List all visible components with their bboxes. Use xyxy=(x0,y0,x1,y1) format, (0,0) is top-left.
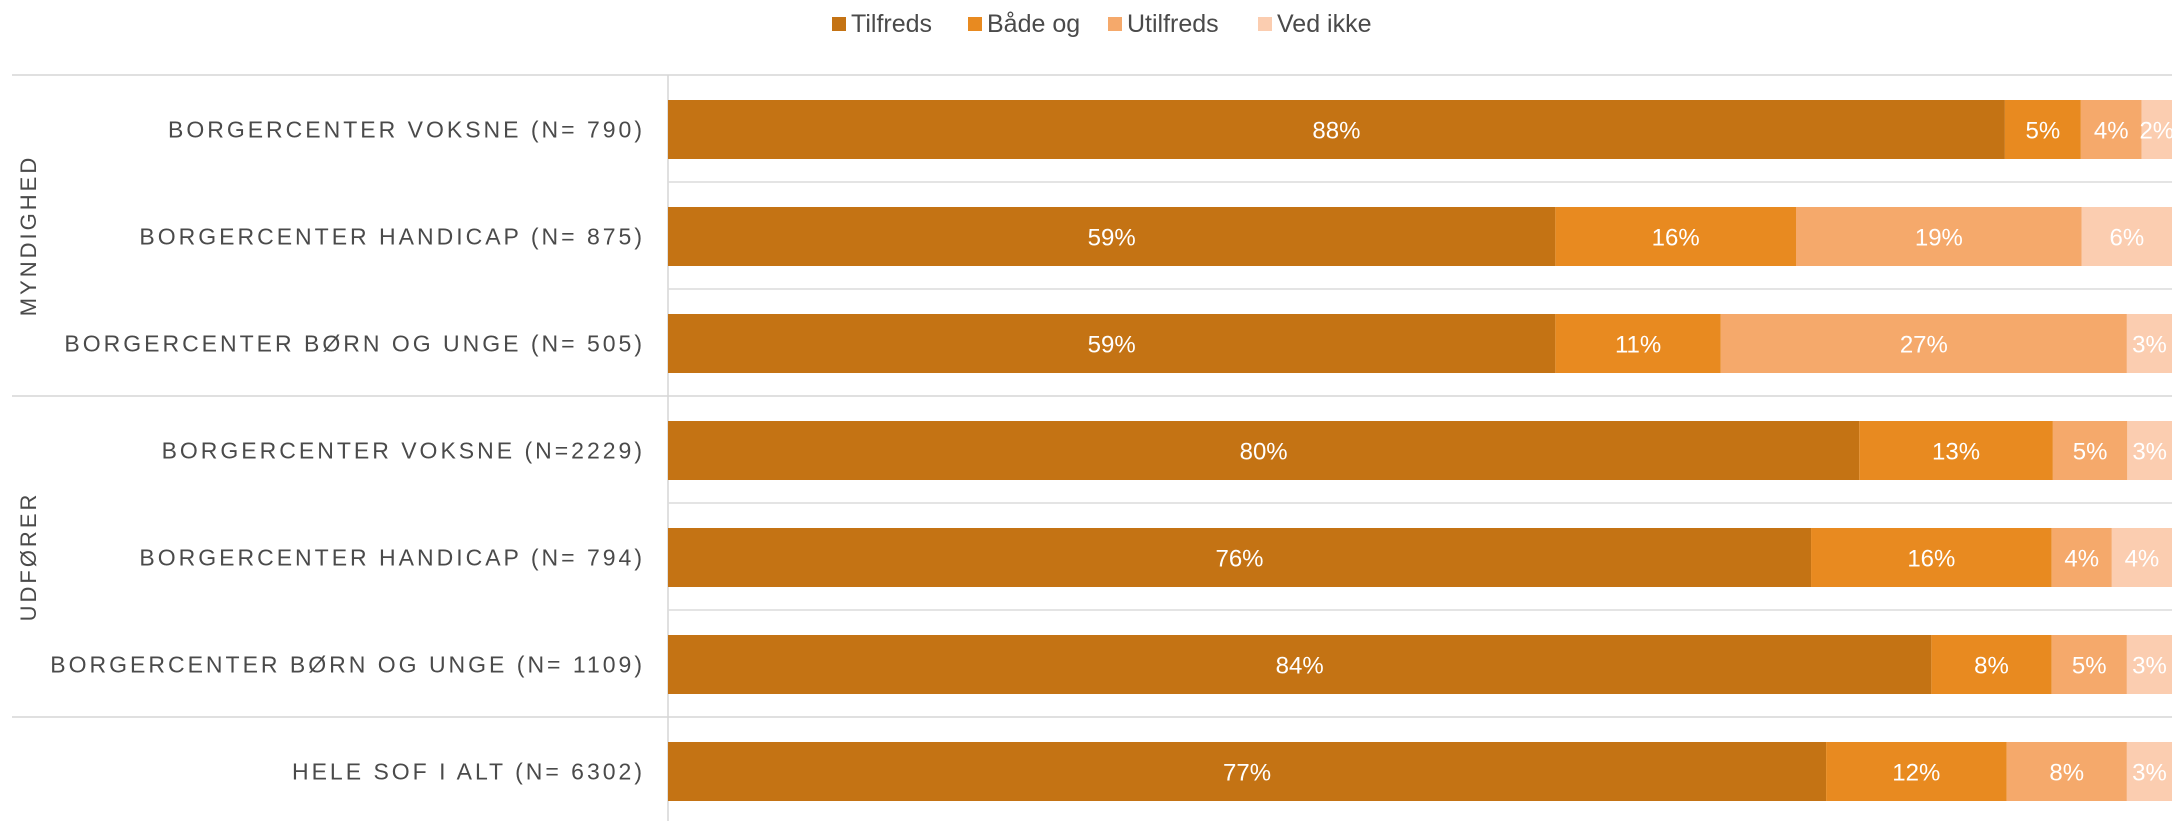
bar-segment xyxy=(2004,100,2081,159)
bar-segment xyxy=(668,314,1556,373)
bar-segment xyxy=(2127,421,2172,480)
data-label: 4% xyxy=(2064,546,2099,573)
legend-label: Tilfreds xyxy=(851,10,932,38)
data-label: 3% xyxy=(2132,760,2167,787)
category-label: BORGERCENTER VOKSNE (N=2229) xyxy=(162,438,645,464)
bar-segment xyxy=(668,528,1812,587)
data-label: 2% xyxy=(2139,118,2172,145)
data-label: 11% xyxy=(1615,332,1661,359)
bar-segment xyxy=(2051,528,2112,587)
bar-segment xyxy=(668,421,1860,480)
group-label: MYNDIGHED xyxy=(16,155,41,316)
legend-label: Ved ikke xyxy=(1277,10,1372,38)
bar-segment xyxy=(2081,207,2172,266)
bar-segment xyxy=(2126,742,2172,801)
group-label: UDFØRER xyxy=(16,492,41,622)
group-labels: MYNDIGHED UDFØRER xyxy=(16,155,41,622)
data-label: 3% xyxy=(2132,439,2167,466)
bar-segment xyxy=(2141,100,2172,159)
legend: Tilfreds Både og Utilfreds Ved ikke xyxy=(832,10,1372,38)
data-label: 27% xyxy=(1900,332,1948,359)
data-label: 5% xyxy=(2026,118,2061,145)
legend-swatch xyxy=(1108,17,1122,31)
bar-segment xyxy=(1720,314,2127,373)
bar-segment xyxy=(1555,314,1721,373)
data-label: 8% xyxy=(2049,760,2084,787)
legend-label: Både og xyxy=(987,10,1080,38)
data-label: 16% xyxy=(1907,546,1955,573)
bar-segment xyxy=(2126,314,2172,373)
data-label: 59% xyxy=(1088,332,1136,359)
category-label: BORGERCENTER HANDICAP (N= 794) xyxy=(139,545,645,571)
bar-segment xyxy=(2006,742,2127,801)
category-labels: BORGERCENTER VOKSNE (N= 790) BORGERCENTER… xyxy=(50,117,645,785)
bar-segment xyxy=(1811,528,2052,587)
bar-segment xyxy=(1796,207,2082,266)
category-label: BORGERCENTER BØRN OG UNGE (N= 505) xyxy=(64,331,645,357)
bars: 88% 5% 4% 2% 59% 16% 19% 6% 59% 11% 27% 3% 80% 13% 5% 3… xyxy=(668,100,2172,801)
data-label: 59% xyxy=(1088,225,1136,252)
bar-segment xyxy=(2111,528,2172,587)
bar-segment xyxy=(2051,635,2127,694)
data-label: 16% xyxy=(1652,225,1700,252)
data-label: 3% xyxy=(2132,332,2167,359)
data-label: 4% xyxy=(2125,546,2160,573)
data-label: 3% xyxy=(2132,653,2167,680)
data-label: 6% xyxy=(2110,225,2145,252)
data-label: 88% xyxy=(1312,118,1360,145)
category-label: BORGERCENTER BØRN OG UNGE (N= 1109) xyxy=(50,652,645,678)
bar-segment xyxy=(1826,742,2007,801)
data-label: 13% xyxy=(1932,439,1980,466)
bar-segment xyxy=(668,635,1932,694)
data-label: 76% xyxy=(1215,546,1263,573)
data-label: 4% xyxy=(2094,118,2129,145)
data-label: 8% xyxy=(1974,653,2009,680)
category-label: BORGERCENTER VOKSNE (N= 790) xyxy=(168,117,645,143)
bar-segment xyxy=(1859,421,2053,480)
bar-segment xyxy=(2126,635,2172,694)
bar-segment xyxy=(668,207,1556,266)
legend-label: Utilfreds xyxy=(1127,10,1219,38)
data-label: 12% xyxy=(1892,760,1940,787)
data-label: 19% xyxy=(1915,225,1963,252)
bar-segment xyxy=(668,100,2005,159)
data-label: 77% xyxy=(1223,760,1271,787)
data-label: 5% xyxy=(2073,439,2108,466)
legend-swatch xyxy=(1258,17,1272,31)
bar-segment xyxy=(668,742,1827,801)
data-label: 84% xyxy=(1276,653,1324,680)
bar-segment xyxy=(2052,421,2128,480)
category-label: HELE SOF I ALT (N= 6302) xyxy=(292,759,645,785)
axes xyxy=(12,74,2172,821)
bar-segment xyxy=(1931,635,2052,694)
bar-segment xyxy=(2080,100,2142,159)
data-label: 5% xyxy=(2072,653,2107,680)
bar-segment xyxy=(1555,207,1796,266)
legend-swatch xyxy=(832,17,846,31)
data-label: 80% xyxy=(1240,439,1288,466)
category-label: BORGERCENTER HANDICAP (N= 875) xyxy=(139,224,645,250)
legend-swatch xyxy=(968,17,982,31)
